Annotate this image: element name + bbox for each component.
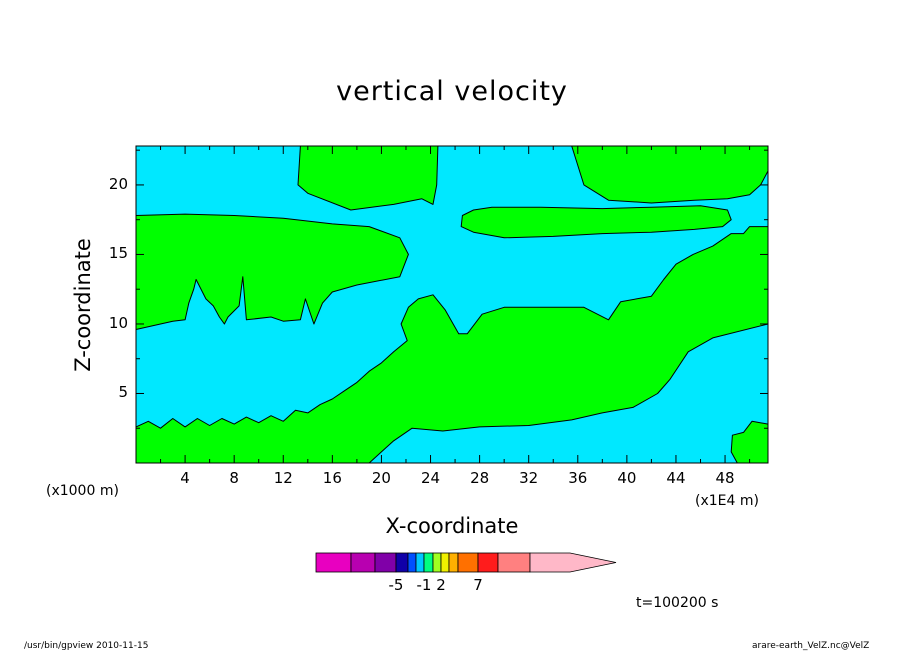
colorbar (315, 552, 617, 573)
plot-frame (135, 145, 769, 464)
colorbar-swatch (407, 552, 417, 573)
colorbar-arrow (529, 552, 617, 573)
y-tick-label: 20 (108, 174, 128, 193)
x-tick-label: 36 (568, 469, 588, 487)
x-tick-label: 4 (180, 469, 190, 487)
contour-region-5 (135, 226, 769, 464)
contour-region-3 (460, 205, 732, 239)
x-tick-label: 40 (617, 469, 637, 487)
colorbar-swatch (423, 552, 434, 573)
colorbar-swatch (477, 552, 499, 573)
colorbar-label: -5 (388, 576, 404, 594)
y-tick-label: 10 (108, 313, 128, 332)
colorbar-label: -1 (416, 576, 432, 594)
colorbar-swatch (395, 552, 409, 573)
x-tick-label: 48 (715, 469, 735, 487)
y-tick-label: 15 (108, 244, 128, 263)
colorbar-swatch (374, 552, 397, 573)
x-tick-label: 28 (470, 469, 490, 487)
x-tick-label: 20 (371, 469, 391, 487)
x-tick-label: 16 (322, 469, 342, 487)
colorbar-label: 2 (436, 576, 446, 594)
time-label: t=100200 s (636, 595, 719, 611)
x-tick-label: 12 (273, 469, 293, 487)
y-axis-unit: (x1000 m) (46, 483, 119, 499)
colorbar-swatch (350, 552, 376, 573)
x-axis-label: X-coordinate (385, 514, 519, 538)
contour-region-1 (297, 145, 439, 211)
x-axis-unit: (x1E4 m) (695, 493, 759, 509)
chart-title: vertical velocity (336, 76, 568, 107)
colorbar-swatch (440, 552, 450, 573)
colorbar-swatch (415, 552, 425, 573)
axis-ticks (136, 146, 768, 463)
x-tick-label: 32 (519, 469, 539, 487)
contour-regions (135, 145, 769, 464)
x-tick-label: 44 (666, 469, 686, 487)
colorbar-swatch (432, 552, 442, 573)
footer-file-variable: arare-earth_VelZ.nc@VelZ (752, 641, 870, 651)
colorbar-swatch (315, 552, 352, 573)
y-tick-label: 5 (118, 383, 128, 402)
colorbar-swatch (448, 552, 459, 573)
footer-program-date: /usr/bin/gpview 2010-11-15 (24, 641, 149, 651)
x-tick-label: 8 (229, 469, 239, 487)
contour-region-4 (135, 213, 409, 330)
x-tick-label: 24 (420, 469, 441, 487)
contour-region-2 (571, 145, 769, 204)
colorbar-swatch (497, 552, 531, 573)
colorbar-swatch (457, 552, 479, 573)
colorbar-label: 7 (473, 576, 483, 594)
